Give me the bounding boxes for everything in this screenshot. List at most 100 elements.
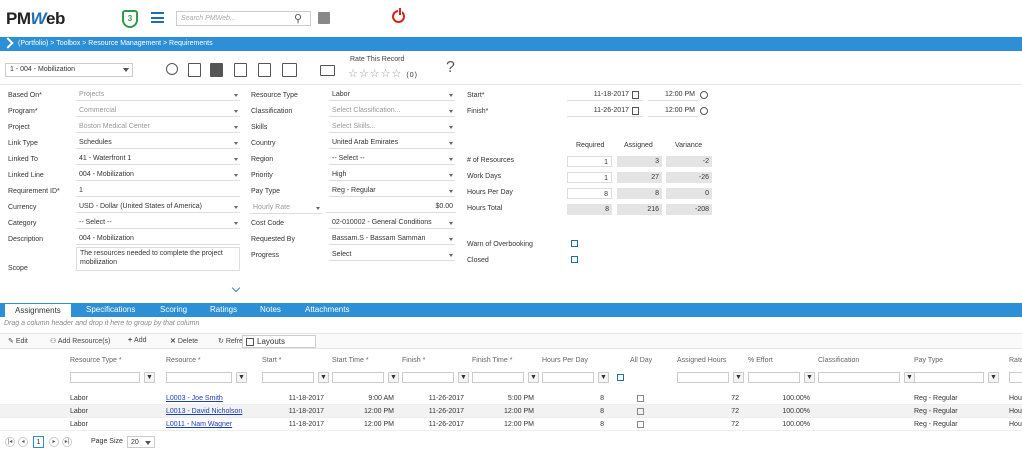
resource-link[interactable]: L0013 - David Nicholson	[166, 408, 243, 415]
prev-page-icon[interactable]: ◂	[18, 437, 28, 447]
all-day-checkbox[interactable]	[637, 408, 644, 415]
shield-icon[interactable]: 3	[122, 10, 138, 28]
first-page-icon[interactable]: |◂	[5, 437, 15, 447]
column-filter-input[interactable]	[542, 372, 594, 383]
last-page-icon[interactable]: ▸|	[62, 437, 72, 447]
column-filter-input[interactable]	[914, 372, 984, 383]
start-date-field[interactable]: 11-18-2017	[567, 90, 643, 101]
column-header[interactable]: Resource Type *	[70, 357, 122, 364]
column-filter-input[interactable]	[166, 372, 232, 383]
column-header[interactable]: Rate	[1009, 357, 1022, 364]
column-header[interactable]: Hours Per Day	[542, 357, 588, 364]
column-header[interactable]: Classification	[818, 357, 860, 364]
column-filter-input[interactable]	[262, 372, 314, 383]
column-header[interactable]: Resource *	[166, 357, 201, 364]
field-input[interactable]: 004 - Mobilization	[76, 234, 240, 245]
field-select[interactable]: Schedules	[76, 138, 240, 149]
column-filter-input[interactable]	[472, 372, 524, 383]
filter-icon[interactable]: ▼	[733, 372, 744, 383]
filter-icon[interactable]: ▼	[318, 372, 329, 383]
resource-link[interactable]: L0003 - Joe Smith	[166, 395, 223, 402]
email-icon[interactable]	[320, 65, 335, 76]
filter-icon[interactable]: ▼	[528, 372, 539, 383]
add-button[interactable]: + Add	[128, 337, 147, 344]
calendar-icon[interactable]	[632, 107, 639, 115]
metric-required[interactable]: 1	[567, 172, 612, 183]
field-select[interactable]: Bassam.S - Bassam Samman	[329, 234, 455, 245]
print-icon[interactable]	[282, 63, 297, 77]
resource-link[interactable]: L0011 - Nam Wagner	[166, 421, 233, 428]
start-time-field[interactable]: 12:00 PM	[648, 90, 698, 101]
current-page[interactable]: 1	[33, 436, 44, 448]
column-header[interactable]: % Effort	[748, 357, 773, 364]
calendar-icon[interactable]	[632, 91, 639, 99]
field-select[interactable]: Reg - Regular	[329, 186, 455, 197]
filter-icon[interactable]: ▼	[236, 372, 247, 383]
all-day-checkbox[interactable]	[637, 421, 644, 428]
metric-required[interactable]: 1	[567, 156, 612, 167]
field-select[interactable]: -- Select --	[329, 154, 455, 165]
column-header[interactable]: Assigned Hours	[677, 357, 727, 364]
column-filter-input[interactable]	[402, 372, 454, 383]
field-select[interactable]: Labor	[329, 90, 455, 101]
search-input[interactable]: Search PMWeb...	[176, 11, 311, 26]
field-select[interactable]: Boston Medical Center	[76, 122, 240, 133]
filter-icon[interactable]: ▼	[988, 372, 999, 383]
metric-required[interactable]: 8	[567, 188, 612, 199]
power-logout-icon[interactable]	[392, 8, 405, 23]
column-filter-input[interactable]	[1009, 372, 1022, 383]
table-row[interactable]	[0, 418, 1022, 431]
refresh-button[interactable]: ↻ Refresh	[218, 337, 250, 345]
column-header[interactable]: Finish *	[402, 357, 426, 364]
hamburger-menu-icon[interactable]	[151, 12, 164, 23]
column-header[interactable]: Finish Time *	[472, 357, 513, 364]
layouts-button[interactable]: Layouts	[242, 335, 316, 348]
warn-overbooking-checkbox[interactable]	[571, 240, 578, 247]
closed-checkbox[interactable]	[571, 256, 578, 263]
scope-textarea[interactable]: The resources needed to complete the pro…	[76, 247, 240, 271]
finish-date-field[interactable]: 11-26-2017	[567, 106, 643, 117]
bookmark-icon[interactable]	[318, 12, 330, 24]
pmweb-logo[interactable]: PMWeb	[6, 9, 65, 29]
field-select[interactable]: Projects	[76, 90, 240, 101]
field-select[interactable]: Select	[329, 250, 455, 261]
column-filter-input[interactable]	[818, 372, 900, 383]
hourly-rate-select[interactable]: Hourly Rate	[250, 203, 322, 214]
clock-icon[interactable]	[700, 91, 708, 99]
column-filter-input[interactable]	[70, 372, 140, 383]
delete-button[interactable]: ✕ Delete	[170, 337, 198, 345]
column-filter-input[interactable]	[332, 372, 384, 383]
tab-assignments[interactable]: Assignments	[4, 303, 72, 317]
field-select[interactable]: 41 - Waterfront 1	[76, 154, 240, 165]
filter-icon[interactable]: ▼	[144, 372, 155, 383]
filter-icon[interactable]: ▼	[598, 372, 609, 383]
collapse-chevron-icon[interactable]	[231, 283, 241, 293]
field-input[interactable]: $0.00	[326, 202, 456, 213]
add-record-icon[interactable]	[188, 63, 201, 77]
clock-icon[interactable]	[700, 107, 708, 115]
column-header[interactable]: Start *	[262, 357, 282, 364]
breadcrumb[interactable]: (Portfolio) > Toolbox > Resource Managem…	[0, 37, 1022, 51]
field-select[interactable]: United Arab Emirates	[329, 138, 455, 149]
copy-icon[interactable]	[258, 63, 271, 77]
filter-icon[interactable]: ▼	[458, 372, 469, 383]
field-select[interactable]: USD - Dollar (United States of America)	[76, 202, 240, 213]
field-input[interactable]: 1	[76, 186, 240, 197]
record-selector[interactable]: 1 - 004 - Mobilization	[5, 63, 133, 77]
tab-specifications[interactable]: Specifications	[86, 305, 136, 314]
column-header[interactable]: All Day	[630, 357, 653, 364]
tab-attachments[interactable]: Attachments	[305, 305, 350, 314]
finish-time-field[interactable]: 12:00 PM	[648, 106, 698, 117]
field-select[interactable]: 004 - Mobilization	[76, 170, 240, 181]
add-resources-button[interactable]: ⚇ Add Resource(s)	[50, 337, 110, 345]
all-day-checkbox[interactable]	[637, 395, 644, 402]
tab-notes[interactable]: Notes	[260, 305, 281, 314]
column-header[interactable]: Pay Type	[914, 357, 944, 364]
page-size-select[interactable]: 20	[127, 436, 155, 448]
table-row[interactable]	[0, 405, 1022, 418]
rating-stars[interactable]: ☆☆☆☆☆ (0)	[348, 67, 418, 80]
edit-button[interactable]: ✎ Edit	[8, 337, 28, 345]
field-select[interactable]: Select Skills...	[329, 122, 455, 133]
field-select[interactable]: Commercial	[76, 106, 240, 117]
field-select[interactable]: 02-010002 - General Conditions	[329, 218, 455, 229]
